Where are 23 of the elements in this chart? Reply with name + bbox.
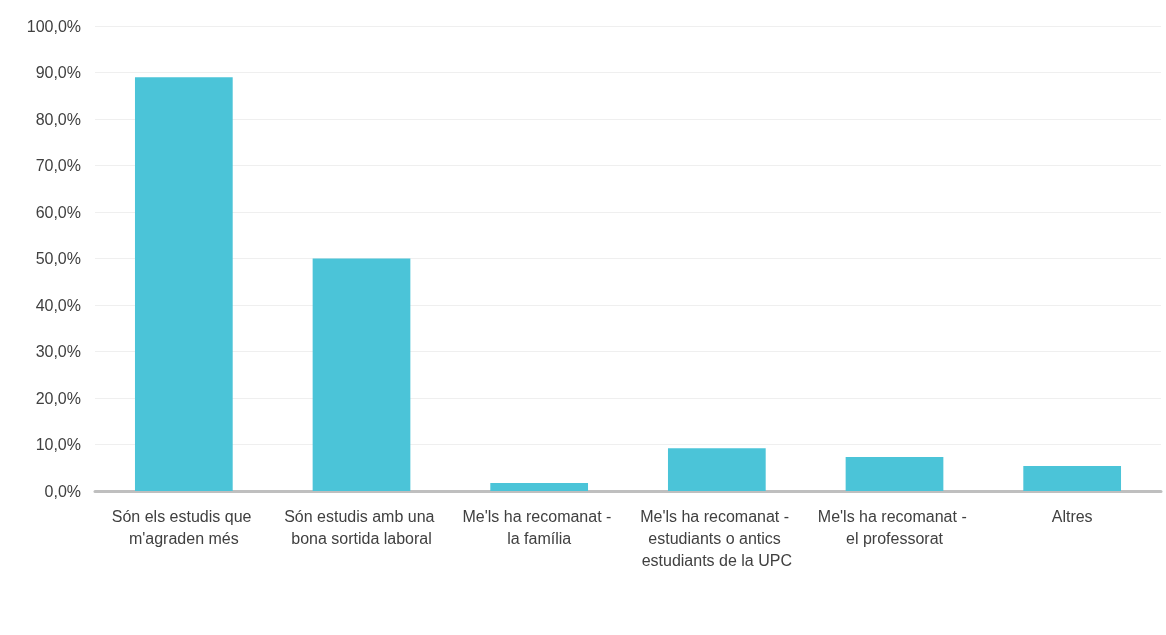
y-tick-label: 70,0% [35, 157, 81, 174]
y-tick-label: 60,0% [35, 203, 81, 221]
x-tick-label: Són els estudis que m'agraden més [111, 507, 256, 547]
bar [845, 457, 944, 491]
y-tick-label: 90,0% [35, 64, 81, 81]
y-tick-label: 50,0% [35, 250, 81, 267]
y-tick-label: 20,0% [35, 389, 81, 407]
y-tick-label: 40,0% [35, 296, 81, 314]
bar [312, 258, 411, 491]
bar [490, 483, 589, 491]
y-tick-label: 100,0% [26, 17, 81, 35]
y-tick-label: 10,0% [35, 436, 81, 453]
bar [1023, 465, 1122, 491]
x-tick-label: Són estudis amb una bona sortida laboral [284, 507, 439, 547]
y-tick-label: 80,0% [35, 110, 81, 128]
bar [134, 77, 233, 491]
y-tick-label: 0,0% [44, 482, 81, 500]
bar [667, 448, 766, 491]
x-tick-label: Altres [1051, 507, 1093, 525]
x-tick-label: Me'ls ha recomanat - estudiants o antics estudiants de la UPC [640, 507, 794, 569]
x-tick-label: Me'ls ha recomanat - la família [462, 507, 616, 547]
x-tick-label: Me'ls ha recomanat - el professorat [817, 507, 972, 547]
y-tick-label: 30,0% [35, 343, 81, 360]
